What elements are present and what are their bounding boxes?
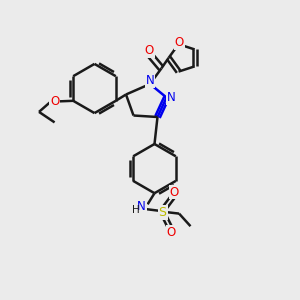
Text: S: S bbox=[159, 206, 167, 219]
Text: O: O bbox=[50, 95, 59, 108]
Text: N: N bbox=[137, 200, 146, 213]
Text: N: N bbox=[167, 91, 176, 104]
Text: O: O bbox=[167, 226, 176, 239]
Text: H: H bbox=[132, 205, 140, 215]
Text: O: O bbox=[175, 36, 184, 49]
Text: O: O bbox=[145, 44, 154, 58]
Text: O: O bbox=[170, 185, 179, 199]
Text: N: N bbox=[146, 74, 154, 88]
